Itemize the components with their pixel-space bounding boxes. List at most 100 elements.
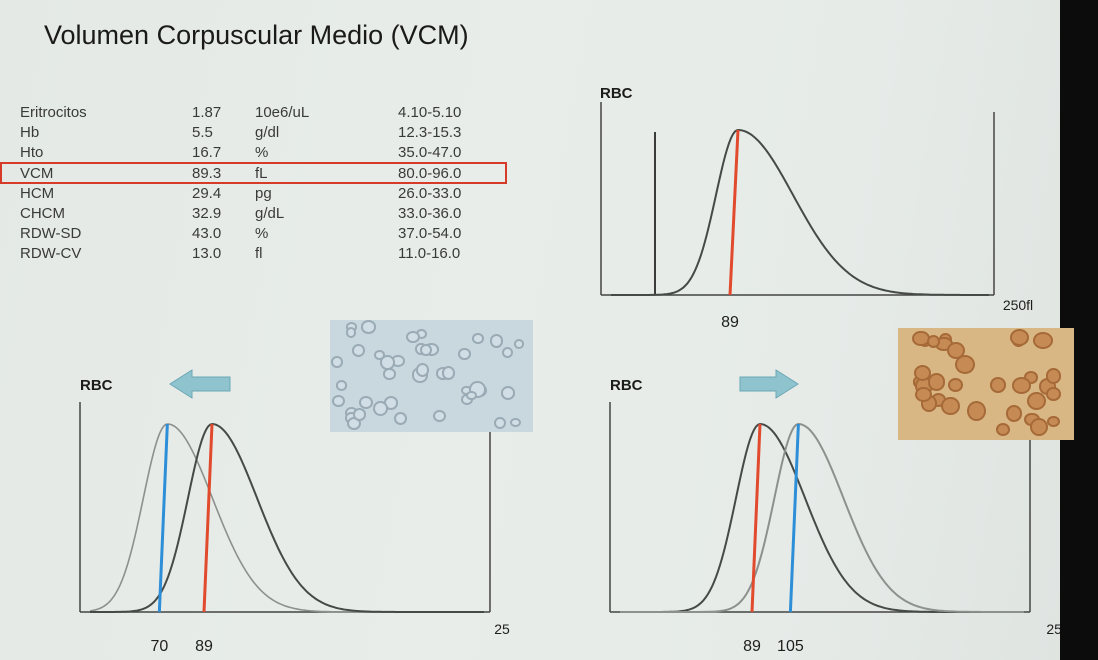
marker-line-89 [750,423,762,613]
marker-label-89: 89 [195,638,213,655]
histogram-normal: RBC 89 250fl [598,80,1058,335]
lab-value: 5.5 [192,124,213,142]
blood-cell [502,346,514,358]
blood-cell [926,335,941,349]
blood-cell [345,326,357,338]
histogram-microcytic: RBC 70 89 25 [70,362,540,657]
marker-label-70: 70 [150,638,168,655]
marker-label-105: 105 [777,638,804,655]
chart-ylabel: RBC [80,377,113,394]
blood-cell [335,380,347,391]
marker-line-89 [202,423,214,613]
blood-cell [1033,332,1053,349]
blood-cell [500,386,516,400]
blood-cell [967,401,987,421]
blood-cell [1046,368,1062,384]
blood-cell [1047,415,1060,428]
blood-cell [441,366,455,380]
lab-unit: g/dL [255,205,285,222]
marker-label-89: 89 [721,314,739,331]
blood-cell [415,363,429,377]
blood-cell [432,409,446,422]
lab-range: 80.0-96.0 [398,164,462,182]
marker-line-70 [157,423,169,613]
vcm-highlight-box [0,162,507,184]
lab-unit: g/dl [255,124,280,142]
lab-value: 1.87 [192,104,222,121]
blood-cell [1045,387,1061,401]
marker-line-89 [728,129,740,296]
blood-cell [947,341,966,360]
blood-cell [472,333,484,344]
blood-cell [380,354,396,370]
lab-range: 12.3-15.3 [398,124,462,142]
blood-cell [948,378,963,393]
lab-range: 37.0-54.0 [398,225,462,243]
blood-cell [990,376,1007,393]
x-end-label: 250fl [1003,297,1033,313]
marker-label-89: 89 [743,638,761,655]
blood-cell [927,373,946,391]
blood-cell [351,344,366,357]
blood-cell [915,386,932,402]
x-end-label: 250f [1046,621,1060,637]
blood-cell [359,395,373,409]
blood-cell [494,416,506,429]
blood-cell [466,391,477,400]
blood-cell [373,400,388,416]
lab-value: 89.3 [192,164,222,182]
lab-range: 11.0-16.0 [398,245,461,263]
blood-cell [995,422,1011,437]
histogram-macrocytic: RBC 89 105 250f [600,362,1060,657]
blood-cell [510,417,522,428]
blood-cell [1011,377,1032,394]
lab-name: Hb [20,124,40,142]
histogram-normal-svg: RBC 89 250fl [600,85,1033,331]
lab-name: HCM [20,184,55,202]
blood-cell [1009,328,1030,346]
lab-unit: % [255,225,269,243]
lab-name: CHCM [20,205,65,222]
lab-value: 29.4 [192,184,222,202]
lab-unit: fl [255,245,263,263]
histogram-macrocytic-svg: RBC 89 105 250f [609,369,1060,655]
lab-name: Hto [20,144,44,162]
lab-value: 43.0 [192,225,222,243]
blood-cell [513,339,525,350]
blood-cell [914,364,932,381]
marker-line-105 [788,423,800,613]
lab-range: 26.0-33.0 [398,184,462,202]
lab-unit: pg [255,184,272,202]
series-curve-1 [90,422,484,613]
lab-unit: 10e6/uL [255,104,310,121]
blood-cell [955,354,976,374]
series-curve-0 [611,128,989,296]
blood-cell [394,411,408,426]
lab-unit: % [255,144,269,162]
series-curve-1 [620,422,1024,613]
presentation-slide: Volumen Corpuscular Medio (VCM) Eritroci… [0,0,1074,660]
lab-name: RDW-SD [20,225,82,243]
micrograph-microcytic [330,320,533,432]
histogram-microcytic-svg: RBC 70 89 25 [79,369,510,655]
blood-cell [352,408,367,422]
lab-name: RDW-CV [20,245,82,263]
lab-name: VCM [20,164,54,182]
lab-range: 35.0-47.0 [398,144,462,162]
lab-value: 32.9 [192,205,222,222]
arrow-left-icon [169,369,231,399]
blood-cell [489,334,504,349]
blood-cell [420,343,432,356]
lab-name: Eritrocitos [20,104,87,121]
blood-cell [1026,391,1046,410]
blood-cell [457,347,471,361]
blood-cell [360,320,377,334]
chart-ylabel: RBC [610,377,643,394]
slide-title: Volumen Corpuscular Medio (VCM) [44,20,469,50]
chart-ylabel: RBC [600,85,633,102]
lab-unit: fL [255,164,268,182]
blood-cell [331,394,345,408]
blood-cell [1030,417,1049,436]
x-end-label: 25 [494,621,510,637]
blood-cell [1005,404,1022,422]
